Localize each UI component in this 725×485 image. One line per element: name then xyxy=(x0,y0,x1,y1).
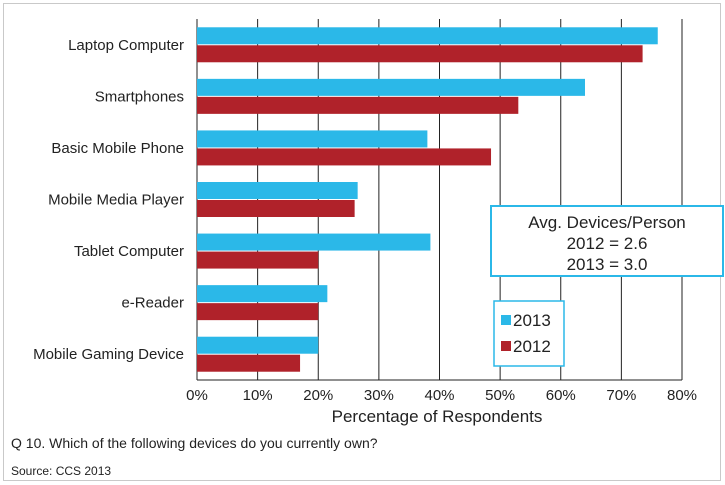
category-label: e-Reader xyxy=(121,295,184,312)
category-label: Smartphones xyxy=(95,88,184,105)
bars xyxy=(197,27,658,372)
legend-label-2012: 2012 xyxy=(513,337,551,356)
bar-2012 xyxy=(197,354,301,372)
bar-2013 xyxy=(197,130,428,148)
category-label: Laptop Computer xyxy=(68,37,184,54)
category-label: Basic Mobile Phone xyxy=(51,140,184,157)
bar-2012 xyxy=(197,45,643,63)
tick-labels: 0% 10% 20% 30% 40% 50% 60% 70% 80% xyxy=(186,387,697,404)
category-labels: Laptop Computer Smartphones Basic Mobile P… xyxy=(33,37,184,363)
bar-2013 xyxy=(197,336,319,354)
x-tick-label: 60% xyxy=(546,387,576,404)
legend-border xyxy=(493,300,565,367)
x-axis-title: Percentage of Respondents xyxy=(332,407,543,426)
bar-2013 xyxy=(197,233,431,251)
bar-2012 xyxy=(197,251,319,269)
bar-2013 xyxy=(197,78,585,96)
legend-label-2013: 2013 xyxy=(513,311,551,330)
category-label: Mobile Gaming Device xyxy=(33,346,184,363)
x-tick-label: 70% xyxy=(606,387,636,404)
source-note: Source: CCS 2013 xyxy=(11,464,111,478)
x-tick-label: 20% xyxy=(303,387,333,404)
x-tick-label: 40% xyxy=(424,387,454,404)
bar-2013 xyxy=(197,285,328,303)
bar-2012 xyxy=(197,200,355,217)
category-label: Tablet Computer xyxy=(74,243,184,260)
bar-2012 xyxy=(197,303,319,321)
bar-2012 xyxy=(197,148,492,166)
category-label: Mobile Media Player xyxy=(48,192,184,209)
bar-2012 xyxy=(197,96,519,114)
annotation-border xyxy=(490,205,724,277)
annotation-box: Avg. Devices/Person 2012 = 2.6 2013 = 3.… xyxy=(490,205,724,277)
bar-2013 xyxy=(197,182,358,199)
annotation-line-2012: 2012 = 2.6 xyxy=(567,234,648,253)
x-tick-label: 80% xyxy=(667,387,697,404)
annotation-line-2013: 2013 = 3.0 xyxy=(567,255,648,274)
x-tick-label: 50% xyxy=(485,387,515,404)
x-tick-label: 30% xyxy=(364,387,394,404)
legend: 2013 2012 xyxy=(493,300,565,367)
x-tick-label: 10% xyxy=(243,387,273,404)
annotation-title: Avg. Devices/Person xyxy=(528,213,685,232)
bar-2013 xyxy=(197,27,658,45)
legend-swatch-2013 xyxy=(501,315,511,325)
survey-question: Q 10. Which of the following devices do … xyxy=(11,435,378,451)
gridlines xyxy=(196,19,683,381)
x-tick-label: 0% xyxy=(186,387,208,404)
legend-swatch-2012 xyxy=(501,341,511,351)
